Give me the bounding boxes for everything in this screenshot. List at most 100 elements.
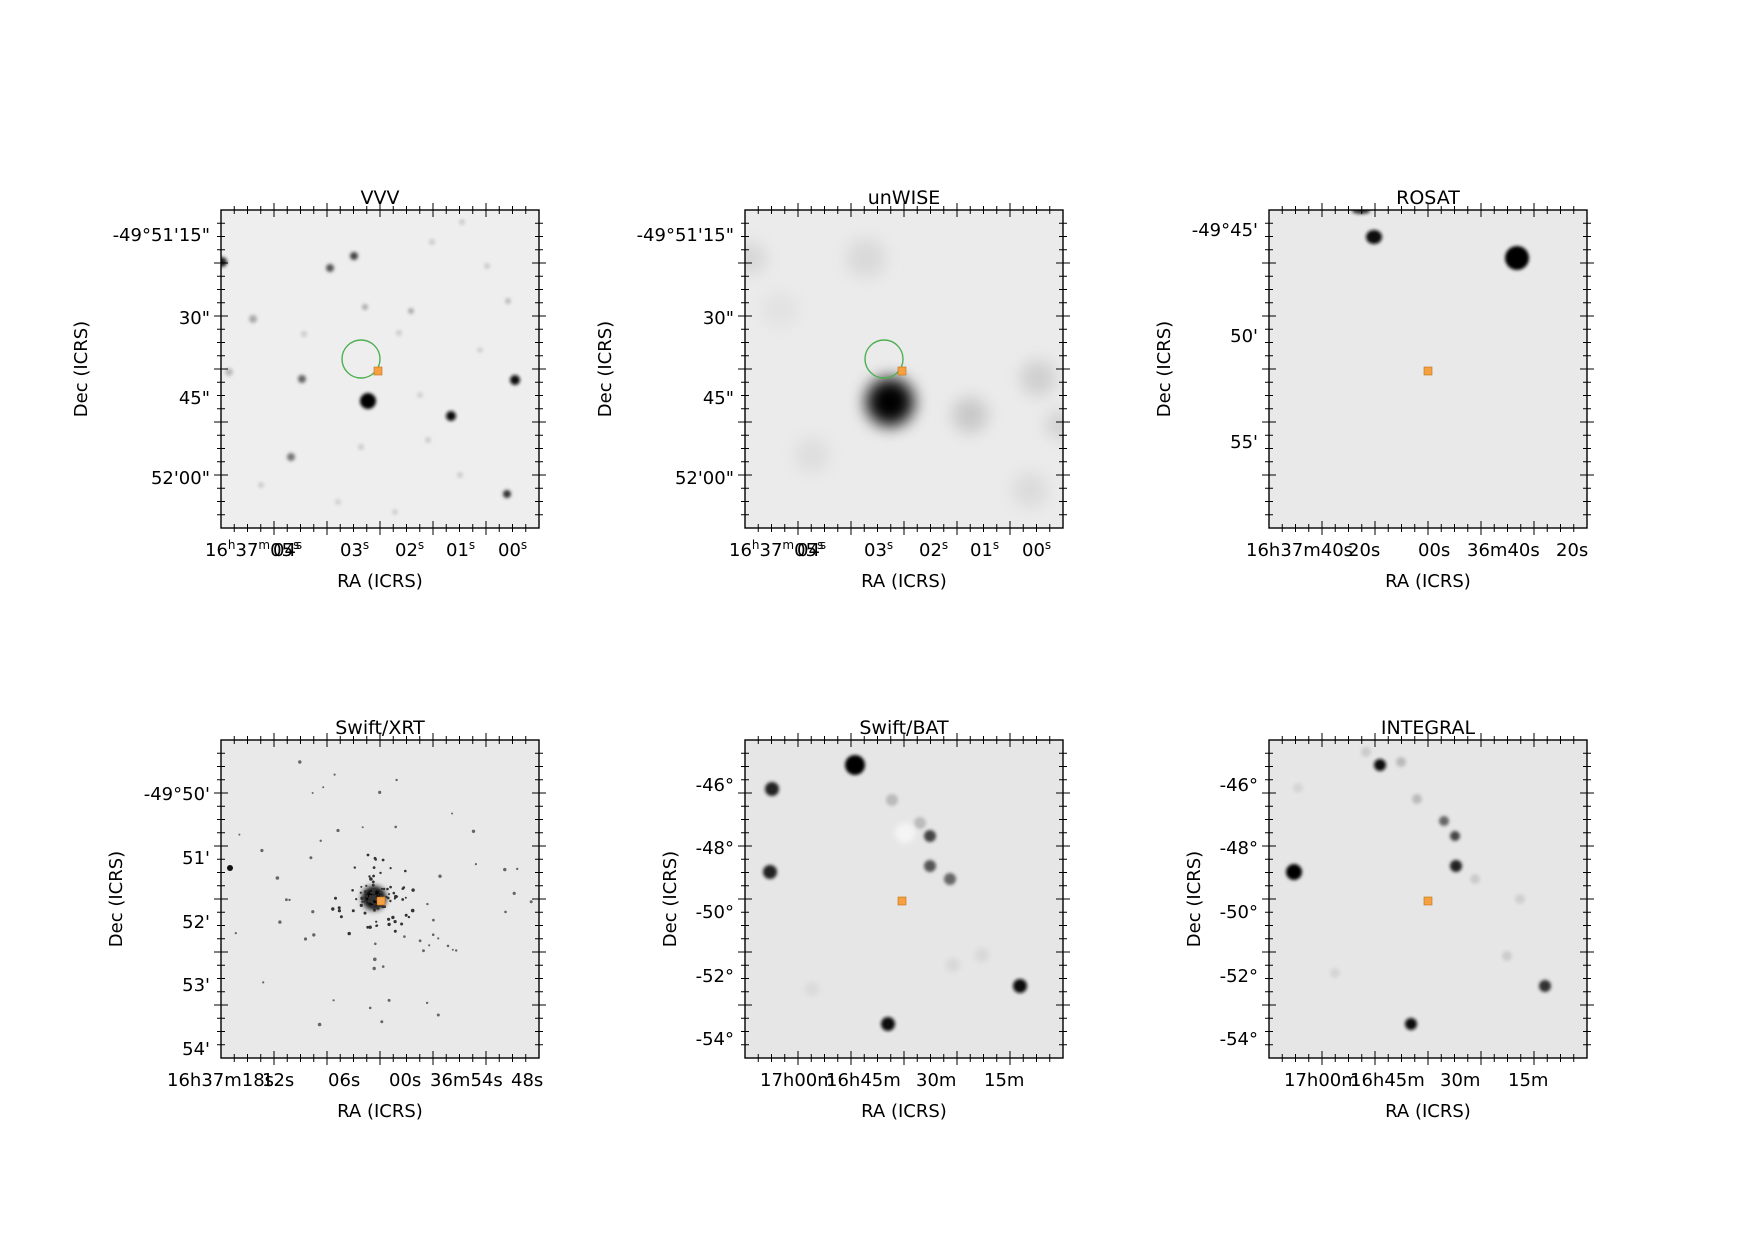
source	[221, 257, 227, 267]
x-tick-label: 00s	[389, 1070, 421, 1091]
y-tick-label: -52°	[1220, 966, 1258, 987]
source	[510, 375, 520, 385]
x-tick-label: 04s	[797, 538, 826, 561]
x-axis-label: RA (ICRS)	[1385, 571, 1471, 592]
photon-event	[400, 922, 404, 926]
y-tick-label: 45"	[703, 388, 734, 409]
photon-event	[371, 890, 376, 895]
photon-event	[446, 944, 450, 948]
source	[358, 444, 364, 450]
x-tick-label: 16h37m18s	[167, 1070, 274, 1091]
y-tick-label: 45"	[179, 388, 210, 409]
photon-event	[360, 896, 364, 900]
source	[457, 472, 463, 478]
source	[895, 823, 915, 843]
x-tick-label: 00s	[498, 538, 527, 561]
source	[946, 958, 960, 972]
source	[1439, 816, 1449, 826]
source	[287, 453, 295, 461]
photon-event	[387, 922, 391, 927]
photon-event	[455, 949, 458, 952]
photon-event	[351, 909, 355, 913]
source	[484, 263, 490, 269]
photon-event	[378, 790, 382, 795]
x-tick-label: 03s	[864, 538, 893, 561]
y-tick-label: -50°	[1220, 902, 1258, 923]
source	[417, 392, 423, 398]
source	[249, 315, 257, 323]
y-tick-label: 54'	[182, 1039, 210, 1060]
source	[1012, 472, 1048, 508]
source	[1450, 860, 1462, 872]
photon-event	[337, 906, 341, 910]
panel-title: unWISE	[868, 187, 941, 209]
source	[845, 755, 865, 775]
source	[952, 397, 988, 433]
photon-event	[309, 856, 313, 860]
photon-event	[394, 825, 398, 829]
source	[745, 242, 766, 274]
photon-event	[401, 898, 405, 901]
photon-event	[403, 935, 406, 938]
photon-event	[275, 876, 280, 880]
source	[1396, 757, 1406, 767]
x-tick-label: 15m	[984, 1070, 1024, 1091]
photon-event	[311, 910, 315, 914]
photon-event	[516, 867, 519, 871]
source	[762, 292, 798, 328]
source	[1046, 411, 1063, 439]
source	[1361, 747, 1371, 757]
source	[805, 982, 819, 996]
y-tick-label: -49°51'15"	[113, 225, 210, 246]
photon-event	[395, 895, 399, 898]
x-axis-label: RA (ICRS)	[1385, 1101, 1471, 1122]
y-tick-label: -48°	[1220, 838, 1258, 859]
source	[1502, 951, 1512, 961]
source	[944, 873, 956, 885]
y-axis-label: Dec (ICRS)	[106, 851, 127, 947]
source	[1412, 794, 1422, 804]
target-marker	[1423, 896, 1433, 906]
source	[1470, 874, 1480, 884]
y-tick-label: 55'	[1230, 432, 1258, 453]
photon-event	[339, 915, 343, 919]
source	[429, 239, 435, 245]
y-tick-label: 30"	[703, 308, 734, 329]
y-tick-label: 52'	[182, 912, 210, 933]
photon-event	[371, 880, 375, 884]
photon-event	[425, 1001, 429, 1005]
photon-event	[371, 888, 376, 892]
y-axis-label: Dec (ICRS)	[71, 321, 92, 417]
photon-event	[370, 891, 373, 894]
photon-scatter	[234, 760, 533, 1027]
x-tick-label: 01s	[446, 538, 475, 561]
photon-event	[331, 907, 335, 911]
x-tick-label: 16h45m	[1350, 1070, 1425, 1091]
tick-marks	[214, 203, 1594, 1065]
photon-event	[334, 896, 337, 900]
source	[360, 393, 376, 409]
y-tick-label: -46°	[696, 775, 734, 796]
source	[258, 482, 264, 488]
y-axis-label: Dec (ICRS)	[1184, 851, 1205, 947]
photon-event	[368, 925, 372, 929]
source	[1020, 360, 1056, 396]
photon-event	[503, 867, 507, 872]
photon-event	[278, 920, 282, 924]
source	[1505, 246, 1529, 270]
photon-event	[418, 939, 422, 943]
y-axis-label: Dec (ICRS)	[1154, 321, 1175, 417]
source	[1013, 979, 1027, 993]
x-tick-label: 06s	[328, 1070, 360, 1091]
photon-event	[368, 875, 371, 878]
x-tick-label: 36m54s	[430, 1070, 503, 1091]
y-tick-label: 53'	[182, 975, 210, 996]
source	[1450, 831, 1460, 841]
x-tick-label: 30m	[1440, 1070, 1480, 1091]
photon-event	[372, 866, 376, 869]
photon-event	[504, 910, 507, 914]
source	[1293, 783, 1303, 793]
x-tick-label: 36m40s	[1467, 540, 1540, 561]
photon-event	[372, 966, 376, 971]
photon-event	[428, 944, 431, 947]
